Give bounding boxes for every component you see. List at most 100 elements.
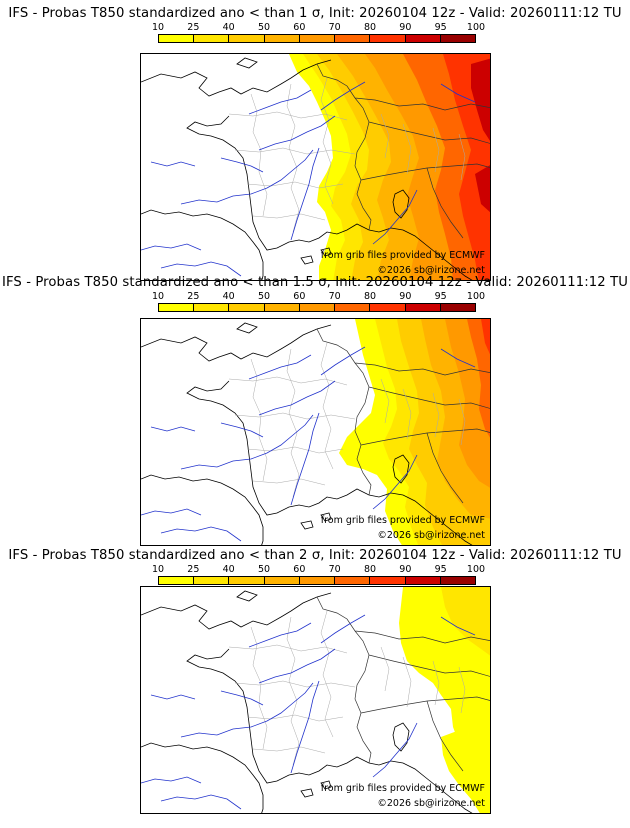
panel-title: IFS - Probas T850 standardized ano < tha…: [1, 275, 628, 290]
legend-label: 100: [466, 22, 486, 33]
region-borders: [228, 77, 466, 233]
legend-label: 70: [328, 22, 341, 33]
legend-swatch: [335, 304, 371, 311]
legend-swatch: [405, 35, 441, 42]
legend-label: 25: [187, 564, 200, 575]
probability-legend: 10 25 40 50 60 70 80 90 95 100: [152, 22, 485, 48]
legend-swatch: [335, 35, 371, 42]
legend-swatch: [440, 35, 475, 42]
country-borders: [316, 328, 490, 504]
legend-swatch: [229, 35, 265, 42]
legend-label: 80: [363, 291, 377, 302]
legend-swatch: [299, 304, 336, 311]
copyright-credit: ©2026 sb@irizone.net: [377, 798, 485, 809]
country-borders: [316, 63, 490, 239]
legend-label: 40: [222, 22, 235, 33]
legend-swatch: [370, 304, 406, 311]
legend-swatch: [194, 304, 230, 311]
forecast-map: from grib files provided by ECMWF ©2026 …: [140, 53, 491, 281]
legend-labels: 10 25 40 50 60 70 80 90 95 100: [152, 564, 485, 576]
rivers: [141, 614, 476, 810]
legend-label: 90: [399, 564, 412, 575]
legend-swatch: [370, 35, 406, 42]
panel-title: IFS - Probas T850 standardized ano < tha…: [8, 6, 622, 21]
legend-labels: 10 25 40 50 60 70 80 90 95 100: [152, 291, 485, 303]
map-graphic: [141, 587, 490, 813]
prob-area-90: [471, 58, 490, 213]
legend-label: 90: [399, 291, 412, 302]
legend-swatch: [405, 304, 441, 311]
legend-label: 100: [466, 564, 486, 575]
legend-swatch: [159, 35, 195, 42]
legend-label: 40: [222, 564, 235, 575]
legend-swatch: [335, 577, 371, 584]
prob-area-80: [481, 319, 490, 355]
legend-label: 50: [257, 22, 271, 33]
legend-label: 60: [293, 22, 306, 33]
region-borders: [228, 342, 466, 498]
legend-label: 10: [151, 564, 165, 575]
legend-label: 50: [257, 291, 271, 302]
map-panel-1: IFS - Probas T850 standardized ano < tha…: [0, 6, 630, 281]
legend-swatch: [440, 577, 475, 584]
rivers: [141, 81, 476, 277]
legend-swatch: [159, 304, 195, 311]
coastline: [141, 590, 473, 813]
prob-area-70: [467, 319, 490, 438]
legend-swatch: [264, 35, 300, 42]
legend-swatch: [440, 304, 475, 311]
legend-label: 60: [293, 291, 306, 302]
legend-swatch: [159, 577, 195, 584]
legend-swatch: [370, 577, 406, 584]
legend-label: 70: [328, 564, 341, 575]
forecast-map: from grib files provided by ECMWF ©2026 …: [140, 586, 491, 814]
data-source-credit: from grib files provided by ECMWF: [320, 250, 485, 261]
map-graphic: [141, 54, 490, 280]
prob-area-10: [399, 587, 490, 813]
data-source-credit: from grib files provided by ECMWF: [320, 515, 485, 526]
rivers: [141, 346, 476, 542]
legend-label: 90: [399, 22, 412, 33]
legend-label: 25: [187, 291, 200, 302]
legend-label: 100: [466, 291, 486, 302]
legend-label: 70: [328, 291, 341, 302]
legend-label: 10: [151, 291, 165, 302]
panel-title: IFS - Probas T850 standardized ano < tha…: [8, 548, 622, 563]
map-panel-3: IFS - Probas T850 standardized ano < tha…: [0, 548, 630, 818]
legend-swatch: [299, 577, 336, 584]
copyright-credit: ©2026 sb@irizone.net: [377, 265, 485, 276]
legend-colorbar: [158, 303, 476, 312]
legend-labels: 10 25 40 50 60 70 80 90 95 100: [152, 22, 485, 34]
country-borders: [316, 596, 490, 772]
map-panel-2: IFS - Probas T850 standardized ano < tha…: [0, 275, 630, 546]
legend-label: 50: [257, 564, 271, 575]
legend-label: 25: [187, 22, 200, 33]
legend-label: 60: [293, 564, 306, 575]
probability-legend: 10 25 40 50 60 70 80 90 95 100: [152, 291, 485, 317]
legend-swatch: [229, 304, 265, 311]
legend-label: 40: [222, 291, 235, 302]
legend-label: 95: [434, 564, 447, 575]
data-source-credit: from grib files provided by ECMWF: [320, 783, 485, 794]
legend-label: 80: [363, 564, 377, 575]
legend-label: 10: [151, 22, 165, 33]
legend-swatch: [264, 304, 300, 311]
legend-colorbar: [158, 576, 476, 585]
legend-swatch: [194, 35, 230, 42]
legend-swatch: [229, 577, 265, 584]
legend-swatch: [405, 577, 441, 584]
legend-label: 95: [434, 291, 447, 302]
coastline: [141, 322, 473, 545]
legend-label: 95: [434, 22, 447, 33]
region-borders: [228, 610, 466, 766]
coastline: [141, 57, 473, 280]
legend-swatch: [299, 35, 336, 42]
legend-label: 80: [363, 22, 377, 33]
probability-legend: 10 25 40 50 60 70 80 90 95 100: [152, 564, 485, 590]
map-graphic: [141, 319, 490, 545]
copyright-credit: ©2026 sb@irizone.net: [377, 530, 485, 541]
legend-swatch: [194, 577, 230, 584]
forecast-map: from grib files provided by ECMWF ©2026 …: [140, 318, 491, 546]
legend-colorbar: [158, 34, 476, 43]
legend-swatch: [264, 577, 300, 584]
